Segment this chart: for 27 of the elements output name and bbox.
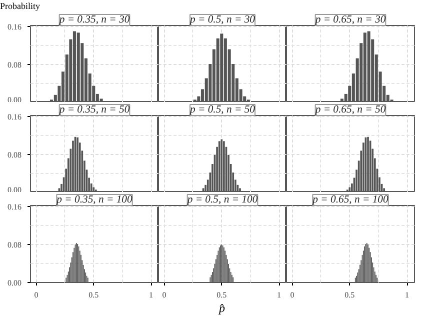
y-tick-label: 0.00 (8, 278, 22, 288)
x-tick-label: 0 (290, 290, 294, 300)
x-tick-label: 0.5 (344, 290, 355, 300)
chart-title: p = 0.5, n = 50 (189, 104, 256, 116)
x-tick-label: 0 (162, 290, 166, 300)
x-axis-title: p̂ (219, 300, 225, 317)
chart-title: p = 0.35, n = 30 (58, 14, 130, 26)
chart-title: p = 0.65, n = 30 (314, 14, 386, 26)
chart-title: p = 0.65, n = 100 (312, 194, 389, 206)
chart-title: p = 0.65, n = 50 (314, 104, 386, 116)
chart-title: p = 0.5, n = 30 (189, 14, 256, 26)
x-tick-label: 1 (149, 290, 154, 300)
chart-title: p = 0.35, n = 50 (58, 104, 130, 116)
y-tick-label: 0.16 (8, 112, 22, 122)
y-tick-label: 0.16 (8, 22, 22, 32)
x-tick-label: 0 (34, 290, 38, 300)
chart-title: p = 0.35, n = 100 (56, 194, 133, 206)
y-tick-label: 0.08 (8, 150, 22, 160)
y-tick-label: 0.08 (8, 240, 22, 250)
x-tick-label: 1 (405, 290, 410, 300)
y-tick-label: 0.16 (8, 202, 22, 212)
x-tick-label: 0.5 (216, 290, 227, 300)
chart-title: p = 0.5, n = 100 (186, 194, 258, 206)
x-tick-label: 1 (277, 290, 282, 300)
y-axis-title: Probability (0, 0, 40, 13)
x-tick-label: 0.5 (88, 290, 99, 300)
y-tick-label: 0.08 (8, 60, 22, 70)
